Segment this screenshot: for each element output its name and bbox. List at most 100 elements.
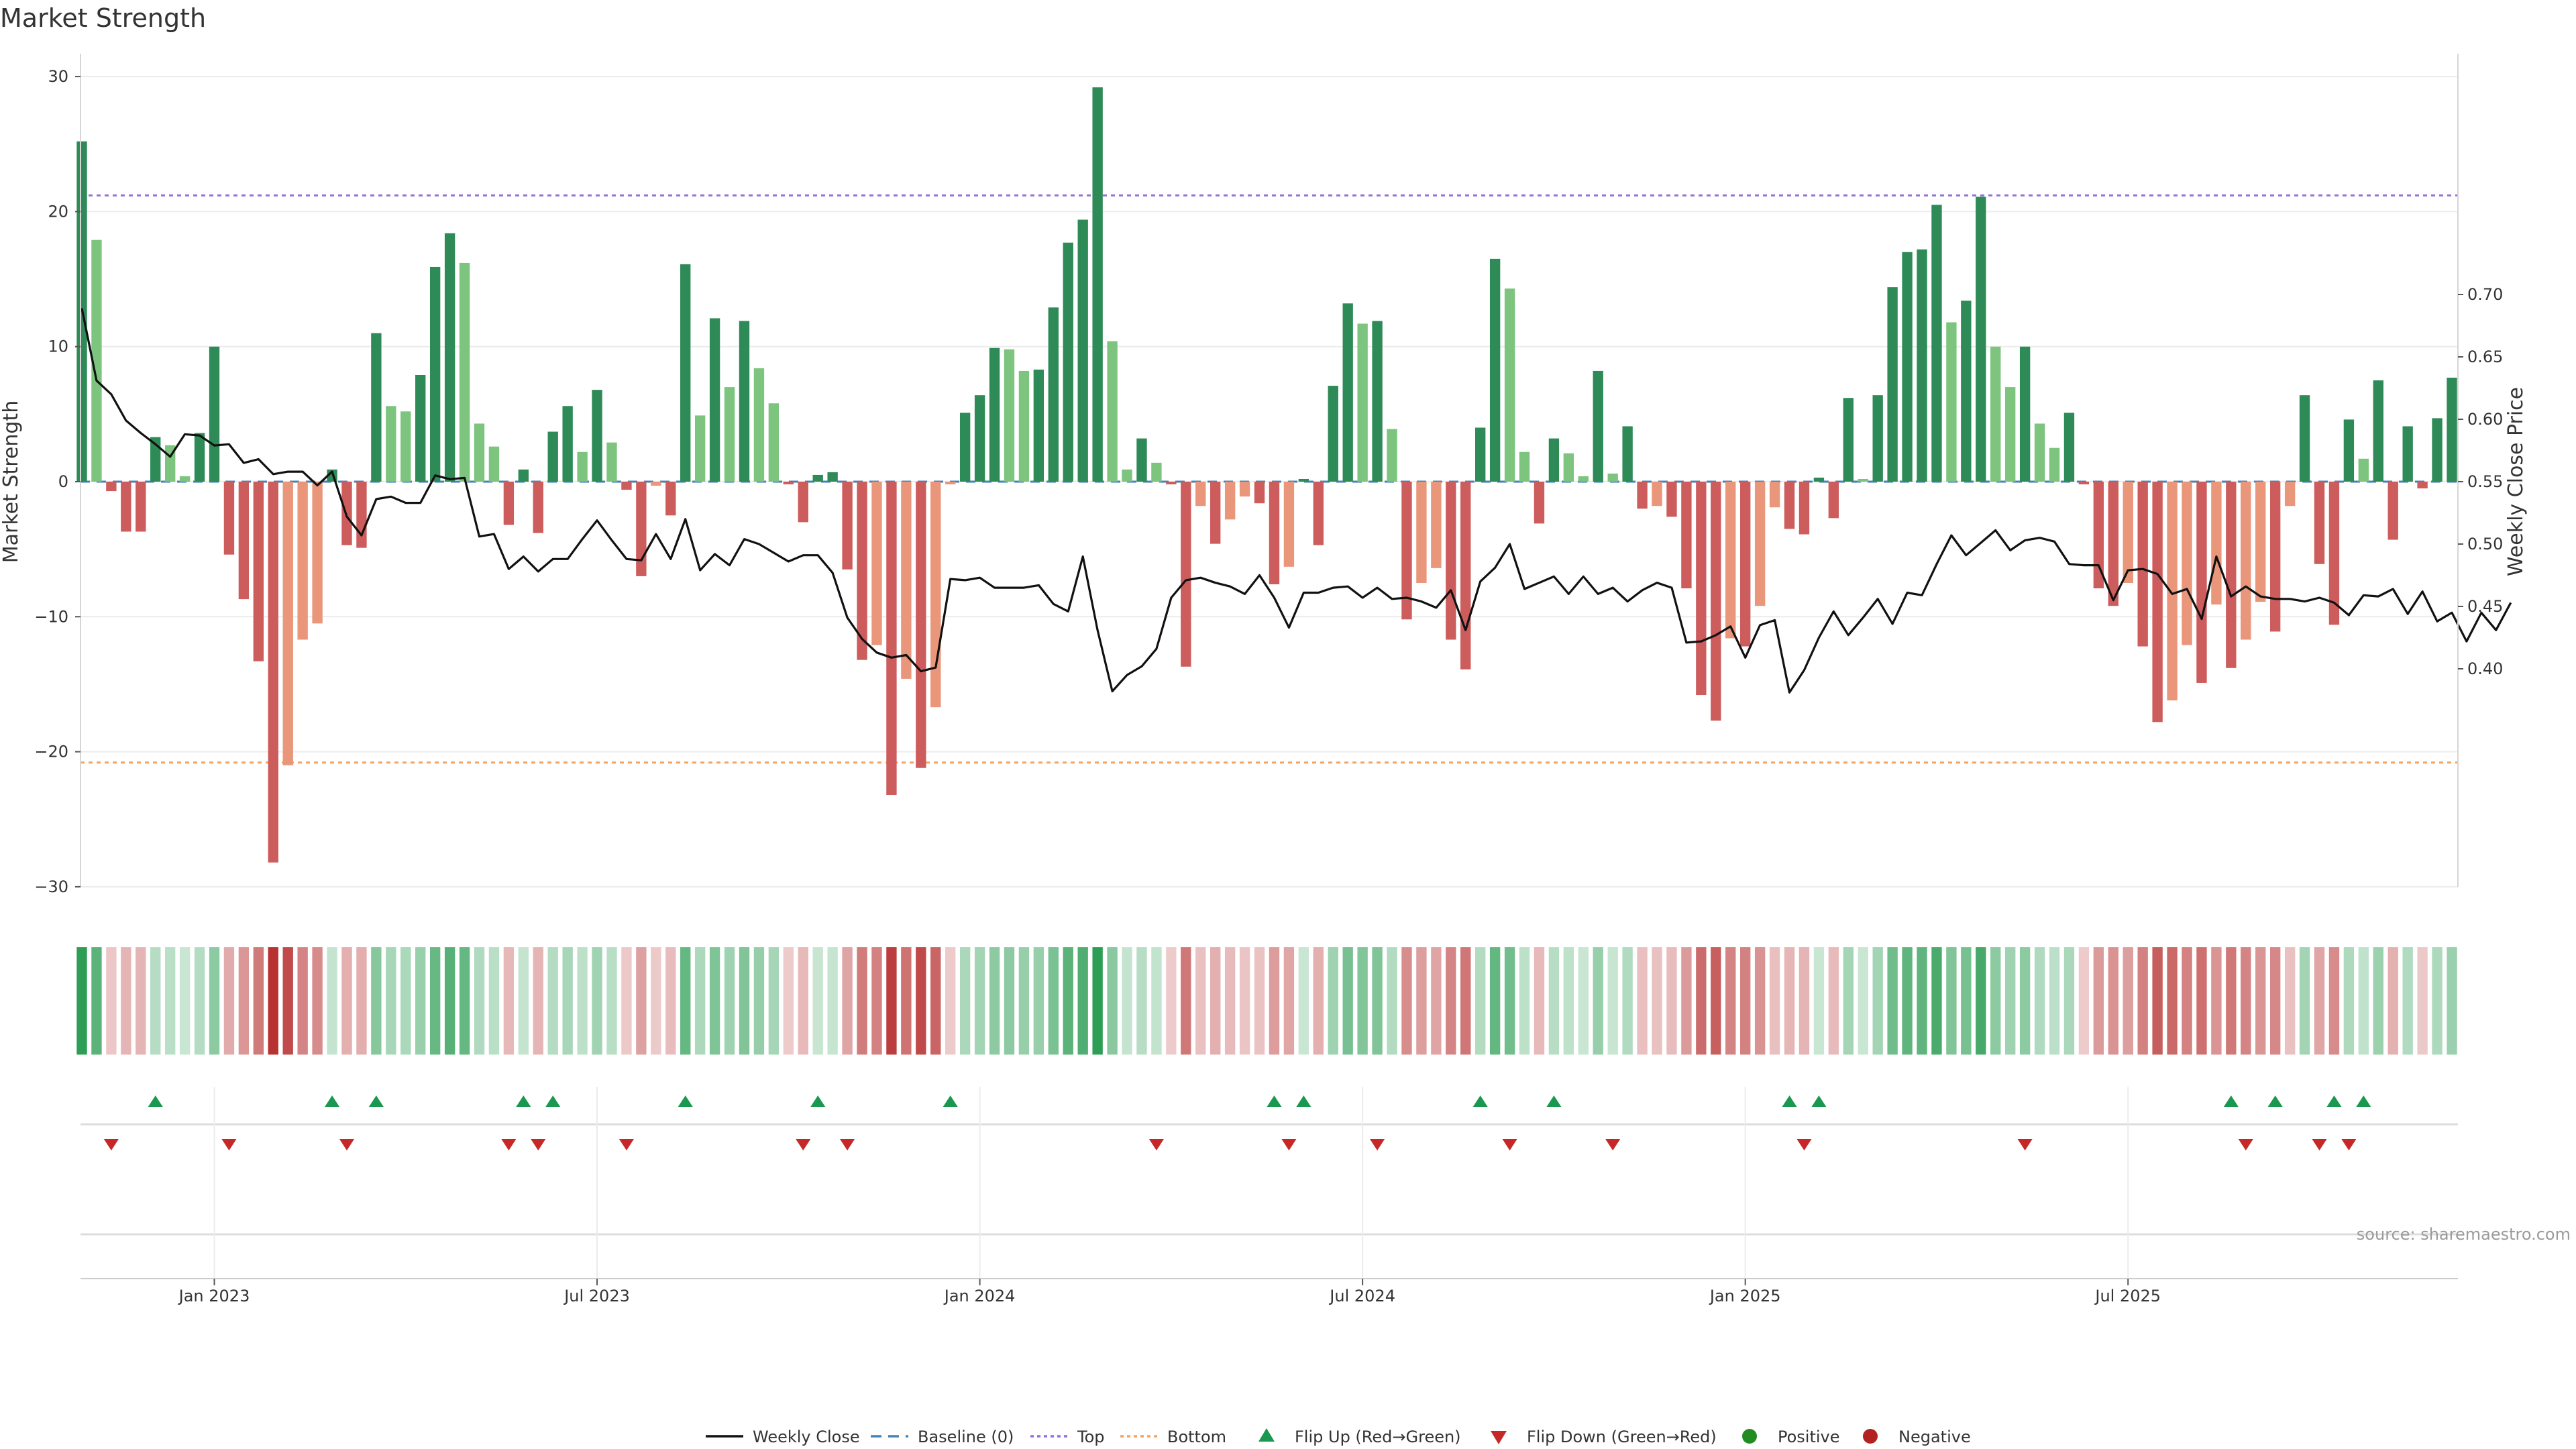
heat-cell [1092, 947, 1103, 1055]
bar-negative [2328, 482, 2340, 625]
heat-cell [1902, 947, 1913, 1055]
strength-heat-strip [76, 947, 2457, 1055]
bar-positive [1872, 395, 1883, 482]
flip-down-marker [501, 1139, 517, 1150]
heat-cell [312, 947, 323, 1055]
heat-cell [150, 947, 161, 1055]
heat-cell [2241, 947, 2251, 1055]
bar-positive [2034, 423, 2045, 482]
legend-swatch-dot [1742, 1429, 1757, 1444]
heat-cell [798, 947, 808, 1055]
heat-cell [415, 947, 426, 1055]
heat-cell [959, 947, 971, 1055]
heat-cell [989, 947, 1000, 1055]
heat-cell [871, 947, 882, 1055]
bar-negative [238, 482, 250, 600]
heat-cell [1431, 947, 1442, 1055]
bar-negative [1416, 482, 1427, 583]
heat-cell [1283, 947, 1295, 1055]
bar-negative [2417, 482, 2428, 489]
heat-cell [1740, 947, 1751, 1055]
heat-cell [2167, 947, 2178, 1055]
source-note: source: sharemaestro.com [2357, 1225, 2571, 1244]
x-axis: Jan 2023 Jul 2023 Jan 2024 Jul 2024 Jan 2025… [80, 1087, 2458, 1305]
bar-negative [1828, 482, 1839, 519]
flip-up-marker [545, 1095, 561, 1107]
bar-negative [1254, 482, 1265, 504]
bar-positive [1504, 288, 1515, 482]
heat-cell [1077, 947, 1088, 1055]
heat-cell [1858, 947, 1868, 1055]
heat-cell [1254, 947, 1265, 1055]
heat-cell [327, 947, 337, 1055]
bar-positive [1990, 346, 2001, 482]
bar-positive [400, 411, 411, 482]
flip-down-marker [221, 1139, 237, 1150]
heat-cell [2269, 947, 2281, 1055]
bar-negative [2314, 482, 2325, 564]
bar-positive [1593, 370, 1603, 482]
heat-cell [577, 947, 588, 1055]
flip-up-marker [325, 1095, 340, 1107]
bar-negative [842, 482, 853, 570]
heat-cell [665, 947, 676, 1055]
bar-negative [945, 482, 956, 485]
heat-cell [1018, 947, 1030, 1055]
heat-cell [2417, 947, 2428, 1055]
heat-cell [1460, 947, 1471, 1055]
bar-positive [1578, 476, 1589, 482]
heat-cell [1917, 947, 1927, 1055]
bar-positive [562, 406, 573, 482]
heat-cell [179, 947, 191, 1055]
heat-cell [1372, 947, 1383, 1055]
bar-negative [916, 482, 926, 768]
bar-positive [1357, 323, 1368, 482]
heat-cell [886, 947, 897, 1055]
heat-cell [2447, 947, 2457, 1055]
bar-positive [1387, 429, 1397, 482]
bar-negative [1224, 482, 1236, 520]
bar-positive [194, 433, 205, 482]
bar-positive [606, 442, 617, 482]
bar-positive [694, 415, 706, 482]
bar-negative [1681, 482, 1692, 589]
heat-cell [1548, 947, 1560, 1055]
flip-up-marker [2356, 1095, 2371, 1107]
heat-cell [2373, 947, 2383, 1055]
bar-positive [1475, 427, 1486, 482]
bar-negative [2182, 482, 2192, 645]
heat-cell [1357, 947, 1368, 1055]
bar-positive [989, 347, 1000, 482]
bar-negative [1181, 482, 1191, 667]
legend-label: Baseline (0) [918, 1428, 1014, 1446]
axes: 30 20 10 0 −10 −20 −30 0.70 0.65 0.60 0.55 0.50 0.45… [34, 54, 2503, 896]
bar-negative [901, 482, 912, 679]
bar-negative [1754, 482, 1766, 606]
bar-positive [1976, 197, 1986, 482]
bar-positive [1298, 478, 1309, 482]
bar-positive [429, 266, 441, 482]
right-tick-label: 0.65 [2467, 347, 2503, 366]
bar-negative [2108, 482, 2118, 606]
flip-down-marker [1502, 1139, 1517, 1150]
heat-cell [1725, 947, 1736, 1055]
bar-negative [1269, 482, 1280, 584]
heat-cell [1769, 947, 1780, 1055]
bar-positive [1548, 438, 1560, 482]
heat-cell [429, 947, 441, 1055]
bar-negative [857, 482, 867, 660]
bar-positive [1622, 426, 1633, 482]
bar-positive [2447, 377, 2457, 482]
heat-cell [1931, 947, 1942, 1055]
heat-cell [1666, 947, 1677, 1055]
heat-cell [121, 947, 131, 1055]
bar-negative [356, 482, 367, 548]
x-tick-label: Jul 2025 [2094, 1287, 2161, 1305]
heat-cell [386, 947, 396, 1055]
heat-cell [1961, 947, 1972, 1055]
right-tick-label: 0.60 [2467, 410, 2503, 429]
bar-positive [91, 239, 102, 482]
legend: Weekly Close Baseline (0) Top Bottom Flip Up… [706, 1428, 1971, 1446]
heat-cell [1946, 947, 1957, 1055]
bar-negative [2269, 482, 2281, 632]
